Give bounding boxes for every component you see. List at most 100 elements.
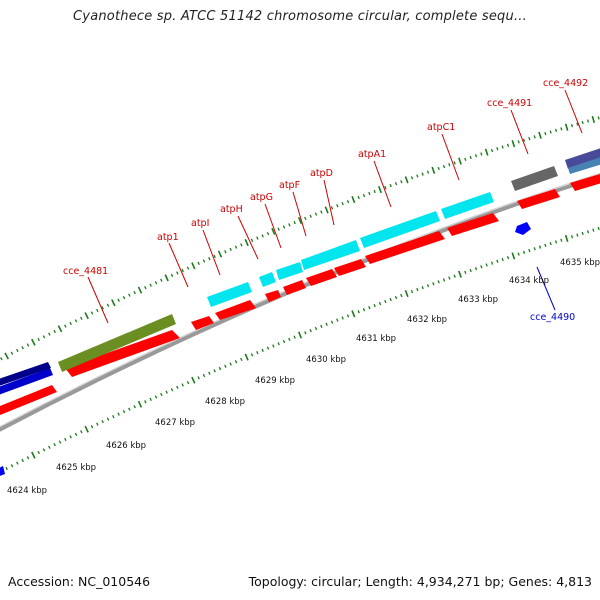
- ring-tick: [208, 371, 211, 375]
- ring-tick: [458, 270, 462, 278]
- ring-tick: [469, 268, 472, 273]
- ring-tick: [244, 353, 249, 361]
- ring-tick: [186, 380, 190, 385]
- ring-tick: [170, 388, 174, 392]
- ring-tick: [549, 130, 552, 134]
- gene-arrow: [65, 330, 180, 377]
- ring-tick: [416, 287, 419, 292]
- ring-tick: [346, 314, 350, 318]
- ring-tick: [538, 245, 542, 249]
- ring-tick: [160, 392, 163, 397]
- ring-tick: [549, 241, 552, 246]
- ring-tick: [144, 400, 147, 404]
- ring-tick: [5, 466, 8, 471]
- ring-tick: [21, 458, 24, 463]
- ring-tick: [341, 202, 344, 206]
- ring-tick: [272, 344, 275, 348]
- ring-tick: [351, 310, 356, 318]
- ring-tick: [69, 435, 72, 439]
- ring-tick: [234, 245, 238, 249]
- ring-tick: [564, 234, 569, 243]
- ring-tick: [10, 464, 14, 468]
- gene-arrow: [570, 174, 600, 191]
- ring-tick: [474, 154, 478, 158]
- ring-tick: [554, 128, 558, 133]
- gene-label: atpI: [191, 218, 209, 229]
- ring-tick: [277, 342, 280, 346]
- ring-tick: [581, 120, 584, 125]
- gene-arrow: [191, 316, 214, 330]
- ring-tick: [217, 250, 223, 258]
- gene-label: cce_4491: [487, 98, 532, 109]
- gene-arrow: [517, 189, 560, 209]
- ring-tick: [160, 278, 163, 282]
- ring-tick: [384, 185, 387, 190]
- ring-tick: [16, 461, 19, 465]
- ring-tick: [496, 259, 499, 263]
- ring-tick: [421, 286, 424, 290]
- ring-tick: [325, 322, 328, 326]
- ring-tick: [560, 238, 563, 242]
- ring-tick: [224, 364, 227, 368]
- ring-tick: [10, 351, 14, 355]
- ring-tick: [96, 422, 99, 426]
- kbp-label: 4629 kbp: [255, 376, 295, 386]
- gene-label: atpF: [279, 180, 300, 191]
- ring-tick: [389, 183, 392, 188]
- ring-tick: [149, 397, 152, 402]
- gene-arrow: [0, 385, 57, 415]
- ring-tick: [58, 440, 62, 444]
- ring-tick: [4, 352, 9, 360]
- ring-tick: [261, 348, 264, 353]
- ring-tick: [96, 308, 99, 313]
- ring-tick: [330, 320, 334, 324]
- ring-tick: [570, 235, 574, 239]
- ring-tick: [431, 166, 436, 174]
- ring-tick: [378, 185, 382, 194]
- map-title: Cyanothece sp. ATCC 51142 chromosome cir…: [73, 9, 527, 24]
- ring-tick: [181, 268, 184, 273]
- ring-tick: [117, 298, 120, 302]
- ring-tick: [266, 231, 270, 236]
- ring-tick: [544, 243, 547, 247]
- ring-tick: [48, 332, 51, 336]
- ring-tick: [394, 182, 398, 186]
- ring-tick: [266, 346, 270, 350]
- ring-tick: [362, 308, 366, 312]
- ring-tick: [554, 240, 558, 244]
- ring-tick: [229, 247, 232, 252]
- ring-tick: [229, 362, 232, 366]
- ring-tick: [53, 443, 56, 447]
- ring-tick: [224, 250, 227, 254]
- ring-tick: [484, 148, 489, 156]
- ring-tick: [453, 161, 456, 165]
- ring-tick: [37, 450, 40, 455]
- ring-tick: [288, 223, 291, 227]
- ring-tick: [592, 228, 595, 232]
- ring-tick: [346, 199, 350, 204]
- ring-tick: [394, 295, 398, 300]
- ring-tick: [117, 412, 120, 416]
- ring-tick: [170, 273, 174, 278]
- ring-tick: [586, 230, 590, 234]
- ring-tick: [191, 376, 196, 384]
- ring-tick: [309, 214, 312, 218]
- ring-tick: [373, 303, 376, 308]
- ring-tick: [426, 170, 430, 174]
- ring-tick: [314, 326, 318, 331]
- ring-tick: [208, 257, 211, 261]
- ring-tick: [490, 148, 494, 153]
- other-feature: [511, 166, 558, 191]
- rrna-feature: [276, 262, 303, 280]
- ring-tick: [213, 254, 216, 258]
- ring-tick: [197, 261, 200, 266]
- kbp-label: 4625 kbp: [56, 463, 96, 473]
- ring-tick: [176, 385, 179, 389]
- ring-tick: [336, 204, 339, 208]
- ring-tick: [501, 257, 504, 262]
- ring-tick: [122, 410, 126, 414]
- ring-tick: [404, 289, 409, 298]
- ring-tick: [324, 206, 329, 214]
- ring-tick: [442, 278, 446, 282]
